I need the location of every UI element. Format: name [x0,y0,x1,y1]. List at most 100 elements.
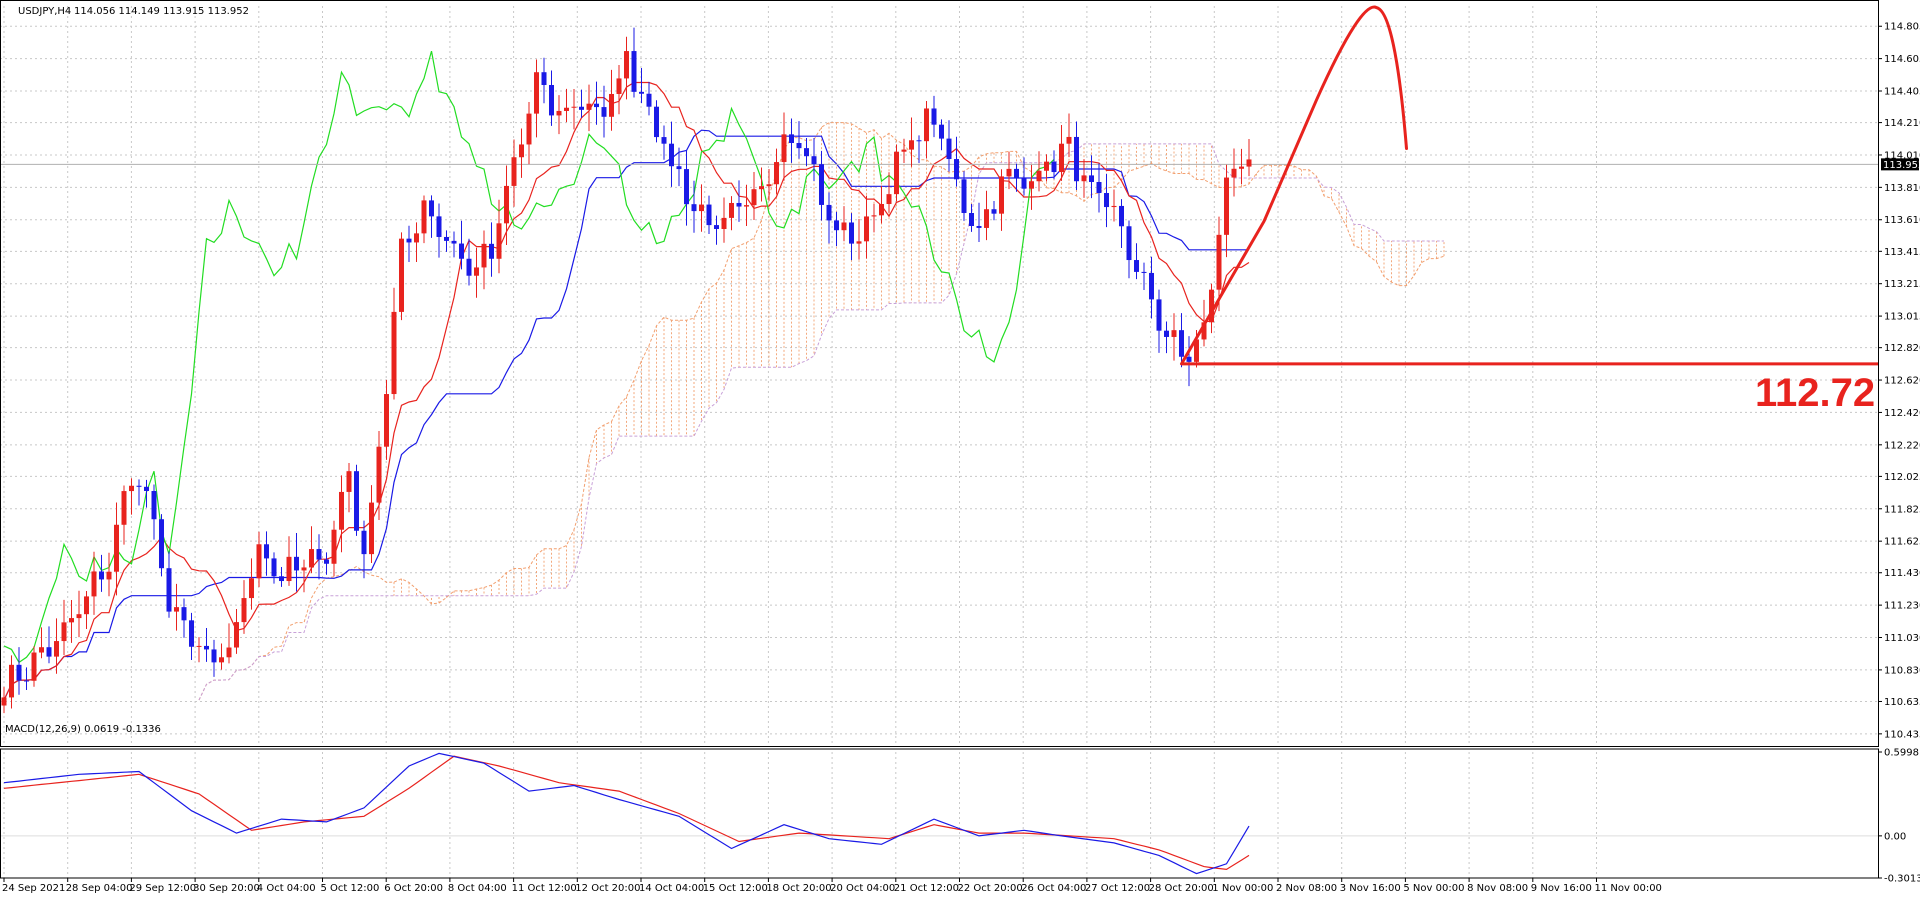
candle-body [84,596,89,614]
candle-body [467,259,472,276]
candle-body [789,134,794,143]
candle-body [542,72,547,85]
candle-body [1052,162,1057,172]
candle-body [759,186,764,189]
candle-body [122,491,127,525]
candle-body [272,558,277,576]
x-tick-label: 29 Sep 12:00 [129,883,196,894]
candle-body [984,209,989,228]
candle-body [257,544,262,578]
x-tick-label: 8 Nov 08:00 [1467,883,1528,894]
candle-body [77,614,82,618]
candle-body [534,72,539,113]
candle-body [602,107,607,117]
x-tick-label: 22 Oct 20:00 [958,883,1023,894]
candle-body [99,571,104,579]
candle-body [459,244,464,259]
candle-body [752,189,757,205]
candle-body [234,622,239,647]
x-tick-label: 24 Sep 2021 [2,883,65,894]
candle-body [92,571,97,596]
candle-body [369,503,374,555]
x-tick-label: 3 Nov 16:00 [1340,883,1401,894]
candle-body [399,239,404,312]
candle-body [947,139,952,159]
candle-body [1172,330,1177,337]
candle-body [774,162,779,184]
candle-body [1082,175,1087,181]
candle-body [32,653,37,681]
candle-body [707,205,712,226]
x-tick-label: 4 Oct 04:00 [257,883,316,894]
candle-body [1089,175,1094,182]
y-tick-label: 111.030 [1884,633,1920,644]
candle-body [144,487,149,491]
candle-body [744,205,749,206]
candle-body [909,140,914,149]
candle-body [969,213,974,226]
macd-y-tick-label: 0.5998 [1884,748,1919,759]
candle-body [62,622,67,641]
candle-body [482,244,487,268]
candle-body [129,486,134,491]
candle-body [932,108,937,124]
candle-body [887,194,892,204]
candle-body [827,205,832,220]
y-tick-label: 113.610 [1884,215,1920,226]
candle-body [167,568,172,611]
x-tick-label: 26 Oct 04:00 [1021,883,1086,894]
candle-body [504,186,509,223]
candle-body [309,549,314,567]
candle-body [669,144,674,167]
x-tick-label: 20 Oct 04:00 [830,883,895,894]
candle-body [992,209,997,213]
x-tick-label: 11 Oct 12:00 [512,883,577,894]
candle-body [392,312,397,394]
candle-body [1112,206,1117,207]
candle-body [519,144,524,157]
x-tick-label: 5 Oct 12:00 [321,883,380,894]
x-tick-label: 28 Oct 20:00 [1149,883,1214,894]
candle-body [737,203,742,207]
candle-body [1059,144,1064,172]
candle-body [1127,226,1132,260]
candle-body [572,107,577,108]
candle-body [639,92,644,94]
y-tick-label: 113.810 [1884,183,1920,194]
candle [399,232,404,320]
candle-body [894,152,899,194]
candle-body [1037,171,1042,181]
candle-body [557,111,562,115]
candle-body [872,215,877,216]
candle [354,465,359,536]
candle-body [197,646,202,647]
candle-body [474,267,479,275]
macd-y-tick-label: 0.00 [1884,831,1906,842]
candle-body [54,641,59,657]
y-tick-label: 111.825 [1884,504,1920,515]
candle-body [549,85,554,115]
candle-body [1149,273,1154,299]
x-tick-label: 30 Sep 20:00 [193,883,260,894]
y-tick-label: 112.820 [1884,343,1920,354]
candle-body [587,104,592,110]
candle-body [69,618,74,622]
candle-body [1097,182,1102,193]
y-tick-label: 114.605 [1884,54,1920,65]
y-tick-label: 112.025 [1884,472,1920,483]
y-tick-label: 112.620 [1884,376,1920,387]
x-tick-label: 11 Nov 00:00 [1595,883,1662,894]
candle-body [849,222,854,243]
candle-body [624,51,629,78]
candle-body [1074,137,1079,181]
y-tick-label: 110.830 [1884,665,1920,676]
candle-body [797,143,802,148]
candle-body [819,164,824,205]
candle-body [1014,169,1019,178]
candle-body [1157,299,1162,330]
candle-body [812,156,817,164]
x-tick-label: 8 Oct 04:00 [448,883,507,894]
x-tick-label: 27 Oct 12:00 [1085,883,1150,894]
